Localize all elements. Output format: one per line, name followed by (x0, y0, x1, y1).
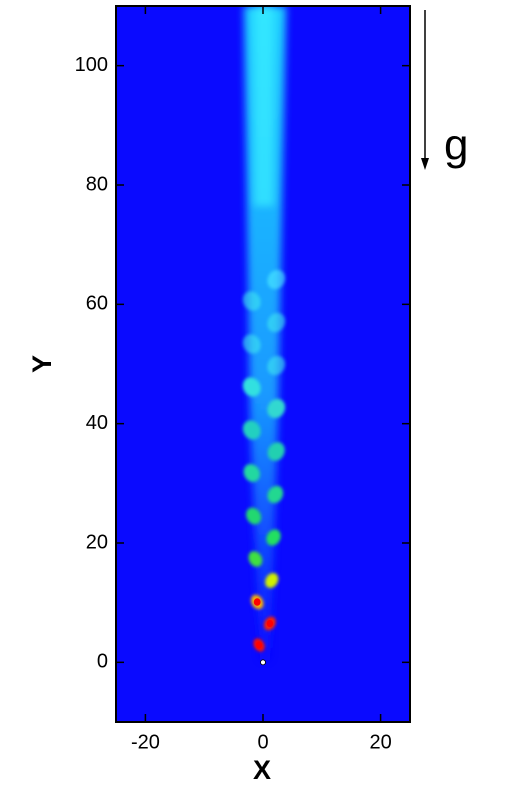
vortex (246, 507, 262, 525)
plume-core (254, 6, 274, 206)
field (116, 6, 410, 722)
x-tick-label: 20 (369, 731, 391, 753)
vortex (265, 573, 279, 588)
y-tick-label: 60 (86, 293, 108, 315)
vortex (242, 334, 261, 354)
vortex-core (256, 641, 262, 649)
vortex (242, 291, 261, 311)
vortex-core (253, 598, 261, 606)
vortex (242, 420, 261, 440)
vortex (267, 442, 285, 461)
vortex (266, 529, 281, 546)
x-tick-label: -20 (131, 731, 160, 753)
vortex (267, 398, 286, 419)
x-axis-label: X (253, 755, 271, 785)
vortex (248, 551, 263, 567)
cylinder (260, 659, 266, 666)
vortex (267, 485, 284, 504)
annotation: g (444, 121, 468, 170)
y-tick-label: 100 (75, 54, 108, 76)
y-tick-label: 0 (97, 651, 108, 673)
y-tick-label: 80 (86, 173, 108, 195)
y-tick-label: 20 (86, 531, 108, 553)
vortex (243, 463, 261, 483)
vortex-core (266, 619, 274, 628)
vortex (267, 269, 286, 290)
x-tick-label: 0 (257, 731, 268, 753)
vortex (242, 377, 261, 397)
vortex (267, 312, 286, 333)
y-tick-label: 40 (86, 412, 108, 434)
vortex (267, 355, 286, 376)
y-axis-label: Y (27, 355, 57, 373)
gravity-arrowhead (421, 158, 429, 170)
